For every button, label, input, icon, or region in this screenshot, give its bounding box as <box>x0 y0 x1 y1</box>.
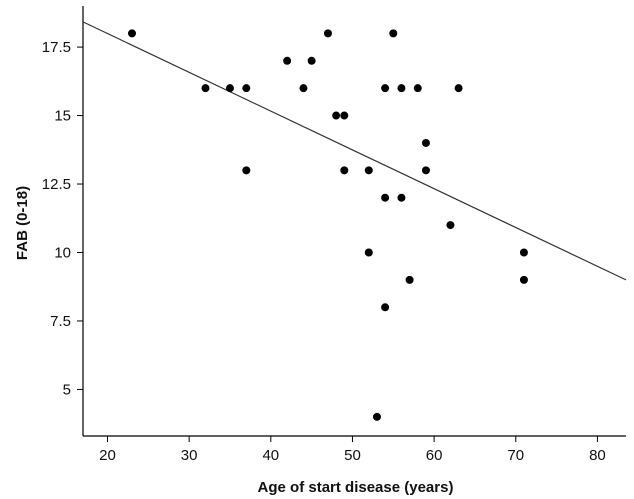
data-point <box>389 29 398 38</box>
data-point <box>519 248 528 257</box>
y-tick-label: 10 <box>54 244 71 261</box>
data-point <box>242 84 251 93</box>
y-axis-title: FAB (0-18) <box>14 186 31 260</box>
data-point <box>381 84 390 93</box>
x-tick-label: 60 <box>426 447 443 464</box>
data-point <box>413 84 422 93</box>
data-point <box>340 111 349 120</box>
x-axis: 20 30 40 50 60 70 80 <box>99 436 606 464</box>
data-point <box>454 84 463 93</box>
x-tick-label: 30 <box>181 447 198 464</box>
data-point <box>364 248 373 257</box>
y-tick-label: 17.5 <box>42 39 71 56</box>
x-axis-title: Age of start disease (years) <box>258 479 454 496</box>
plot-area <box>82 6 626 437</box>
data-point <box>340 166 349 175</box>
x-tick-label: 20 <box>99 447 116 464</box>
data-point <box>332 111 341 120</box>
data-point <box>405 275 414 284</box>
data-point <box>242 166 251 175</box>
data-point <box>225 84 234 93</box>
regression-line <box>82 21 627 281</box>
x-tick-label: 50 <box>344 447 361 464</box>
x-tick-label: 70 <box>507 447 524 464</box>
data-point <box>381 193 390 202</box>
data-point <box>372 412 381 421</box>
data-point <box>421 166 430 175</box>
x-tick-label: 80 <box>589 447 606 464</box>
data-point <box>307 56 316 65</box>
regression-line-layer <box>82 21 627 281</box>
data-point <box>397 193 406 202</box>
y-axis: 5 7.5 10 12.5 15 17.5 <box>42 39 83 398</box>
y-tick-label: 7.5 <box>50 313 71 330</box>
data-point <box>201 84 210 93</box>
data-point <box>299 84 308 93</box>
y-tick-label: 5 <box>63 381 71 398</box>
data-point <box>446 221 455 230</box>
data-point <box>397 84 406 93</box>
data-point <box>421 138 430 147</box>
data-point <box>381 303 390 312</box>
data-points <box>127 29 528 421</box>
data-point <box>519 275 528 284</box>
data-point <box>127 29 136 38</box>
y-tick-label: 12.5 <box>42 176 71 193</box>
data-point <box>283 56 292 65</box>
data-point <box>364 166 373 175</box>
x-tick-label: 40 <box>262 447 279 464</box>
data-point <box>323 29 332 38</box>
y-tick-label: 15 <box>54 108 71 125</box>
